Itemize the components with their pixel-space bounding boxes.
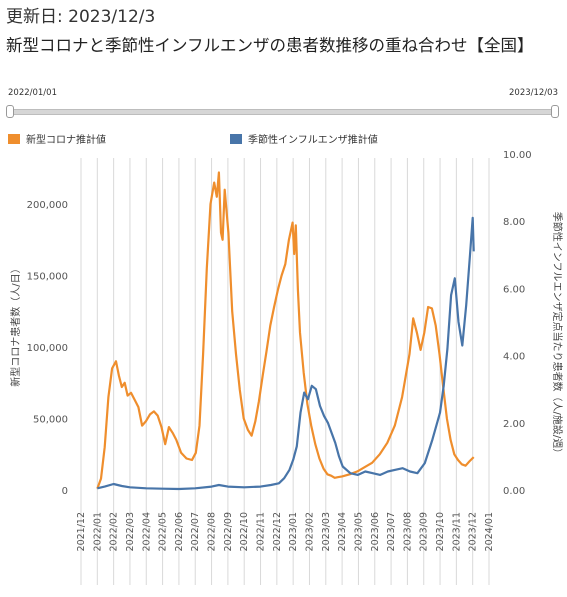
range-start-label: 2022/01/01 [8,88,57,98]
x-tick-label: 2022/03 [125,512,136,551]
x-tick-label: 2021/12 [76,512,87,551]
range-start-handle[interactable] [6,105,14,118]
x-tick-label: 2023/10 [435,512,446,551]
x-tick-label: 2022/07 [190,512,201,551]
x-tick-label: 2023/08 [402,512,413,551]
x-tick-label: 2022/06 [174,512,185,551]
x-tick-label: 2022/02 [109,512,120,551]
flu-series-line [97,216,475,491]
x-tick-label: 2022/10 [239,512,250,551]
x-tick-label: 2023/07 [386,512,397,551]
x-tick-label: 2023/01 [288,512,299,551]
range-end-label: 2023/12/03 [509,88,558,98]
range-end-handle[interactable] [551,105,559,118]
x-tick-label: 2022/04 [141,512,152,551]
y-left-axis-title: 新型コロナ患者数（人/日） [9,263,22,386]
legend-label: 季節性インフルエンザ推計値 [248,133,378,146]
y-right-tick-label: 6.00 [503,284,525,295]
x-tick-label: 2022/01 [92,512,103,551]
x-tick-label: 2023/04 [337,512,348,551]
y-right-axis-title: 季節性インフルエンザ定点当たり患者数（人/施設/週） [551,212,564,458]
x-tick-label: 2023/12 [468,512,479,551]
x-tick-label: 2023/05 [353,512,364,551]
y-left-tick-label: 100,000 [27,343,68,354]
x-tick-label: 2022/05 [158,512,169,551]
x-tick-label: 2023/11 [451,512,462,551]
x-tick-label: 2024/01 [484,512,495,551]
y-right-tick-label: 2.00 [503,419,525,430]
y-right-tick-label: 0.00 [503,486,525,497]
covid-series-line [96,171,475,489]
y-left-tick-label: 50,000 [33,415,68,426]
legend-swatch [230,134,242,144]
x-tick-label: 2023/09 [419,512,430,551]
x-tick-label: 2022/09 [223,512,234,551]
y-right-tick-label: 10.00 [503,150,532,161]
x-tick-label: 2023/03 [321,512,332,551]
x-tick-label: 2022/08 [207,512,218,551]
x-tick-label: 2023/06 [370,512,381,551]
x-tick-label: 2022/11 [256,512,267,551]
y-right-tick-label: 4.00 [503,352,525,363]
x-tick-label: 2022/12 [272,512,283,551]
y-left-tick-label: 150,000 [27,272,68,283]
y-left-tick-label: 0 [62,486,68,497]
y-left-tick-label: 200,000 [27,200,68,211]
update-date: 更新日: 2023/12/3 [6,7,156,27]
page-title: 新型コロナと季節性インフルエンザの患者数推移の重ね合わせ【全国】 [6,36,534,55]
legend-label: 新型コロナ推計値 [26,133,106,146]
x-tick-label: 2023/02 [304,512,315,551]
legend-swatch [8,134,20,144]
y-right-tick-label: 8.00 [503,217,525,228]
